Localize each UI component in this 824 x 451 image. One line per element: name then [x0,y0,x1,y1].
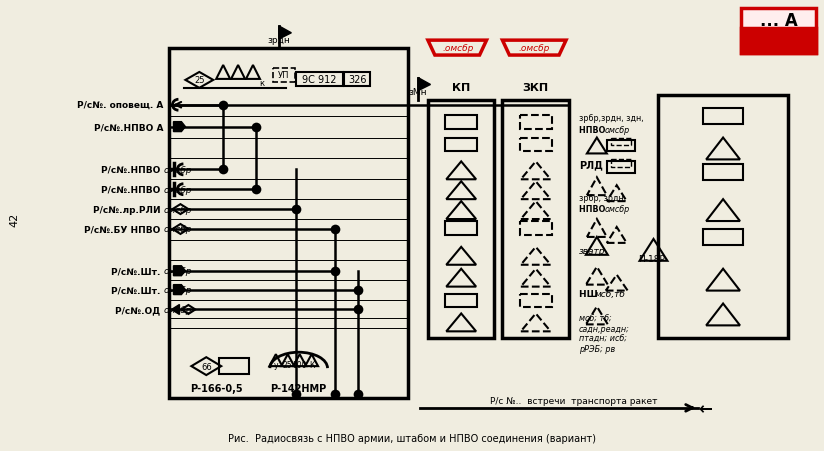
Text: зМн: зМн [409,87,428,97]
Text: 25: 25 [283,360,293,369]
Text: птадн; исб;: птадн; исб; [579,334,627,343]
Bar [611,138,630,146]
Text: .омсбр: .омсбр [518,43,550,52]
Bar [273,69,295,83]
Bar [606,162,634,174]
Text: зрдн: зрдн [267,36,290,45]
Bar [703,165,743,181]
Text: Р/с№.БУ НПВО: Р/с№.БУ НПВО [84,225,163,234]
Text: Р/с№.Шт.: Р/с№.Шт. [111,267,163,276]
Bar [741,9,817,54]
Bar [703,109,743,124]
Text: мсб; тб;: мсб; тб; [579,314,611,323]
Text: КП: КП [452,83,471,92]
Text: Р-166-0,5: Р-166-0,5 [190,383,242,393]
Text: мсб,тб: мсб,тб [595,290,625,299]
Polygon shape [174,285,185,295]
Text: рРЭБ; рв: рРЭБ; рв [579,344,616,353]
Polygon shape [171,305,180,315]
Text: к: к [260,79,265,88]
Text: Рис.  Радиосвязь с НПВО армии, штабом и НПВО соединения (вариант): Рис. Радиосвязь с НПВО армии, штабом и Н… [228,433,596,443]
Text: омсбр: омсбр [163,166,192,175]
Text: НШ: НШ [579,290,601,299]
Text: садн,реадн;: садн,реадн; [579,324,630,333]
Text: омсбр: омсбр [163,285,192,295]
Polygon shape [279,27,292,40]
Bar [503,101,569,339]
Bar [445,294,477,308]
Bar [296,73,344,87]
Bar [703,230,743,245]
Text: Р/с №..  встречи  транспорта ракет: Р/с №.. встречи транспорта ракет [489,396,657,405]
Bar [741,29,817,54]
Bar [520,221,551,235]
Text: НПВО: НПВО [579,126,608,135]
Text: ←: ← [698,399,712,417]
Text: РЛД: РЛД [579,160,603,170]
Text: УП: УП [278,71,289,80]
Text: ЗКП: ЗКП [522,83,549,92]
Text: 42: 42 [9,212,20,227]
Text: зрбр, зрдн,: зрбр, зрдн, [579,193,626,202]
Text: Р-142НМР: Р-142НМР [270,383,327,393]
Bar [520,138,551,152]
Text: 326: 326 [348,75,367,85]
Text: омсбр: омсбр [605,126,630,135]
Text: 25: 25 [194,76,204,85]
Text: Р/с№.Шт.: Р/с№.Шт. [111,285,163,295]
Text: 66: 66 [201,362,212,371]
Bar [611,160,630,168]
Bar [606,140,634,152]
Text: омсбр: омсбр [163,205,192,214]
Text: Р/с№. оповещ. А: Р/с№. оповещ. А [77,101,163,110]
Text: омсбр: омсбр [163,267,192,276]
Text: омсбр: омсбр [605,204,630,213]
Text: Р/с№.лр.РЛИ: Р/с№.лр.РЛИ [93,205,163,214]
Text: К: К [309,360,314,369]
Text: Р/с№.НПВО А: Р/с№.НПВО А [94,123,163,132]
Text: ... А: ... А [760,12,798,30]
Text: НПВО: НПВО [579,204,608,213]
Text: .омсбр: .омсбр [442,43,474,52]
Text: Р/с№.НПВО: Р/с№.НПВО [101,185,163,194]
Bar [445,138,477,152]
Text: Р/с№.НПВО: Р/с№.НПВО [101,166,163,175]
Bar [445,115,477,129]
Text: зрбр,зрдн, здн,: зрбр,зрдн, здн, [579,114,644,123]
Polygon shape [418,78,430,92]
Bar [445,221,477,235]
Bar [344,73,370,87]
Bar [428,101,494,339]
Text: 100: 100 [293,360,307,369]
Text: омсбр: омсбр [163,185,192,194]
Bar [219,359,249,374]
Polygon shape [174,122,185,132]
Bar [170,49,408,398]
Text: П-18Р: П-18Р [639,255,666,264]
Bar [658,96,788,339]
Bar [520,294,551,308]
Text: 9С 912: 9С 912 [302,75,337,85]
Text: у: у [274,360,278,369]
Bar [520,115,551,129]
Text: Р/с№.ОД: Р/с№.ОД [115,305,163,314]
Polygon shape [174,266,185,276]
Text: зватр: зватр [579,247,606,256]
Text: омсбр: омсбр [163,225,192,234]
Text: омсбр: омсбр [163,305,192,314]
